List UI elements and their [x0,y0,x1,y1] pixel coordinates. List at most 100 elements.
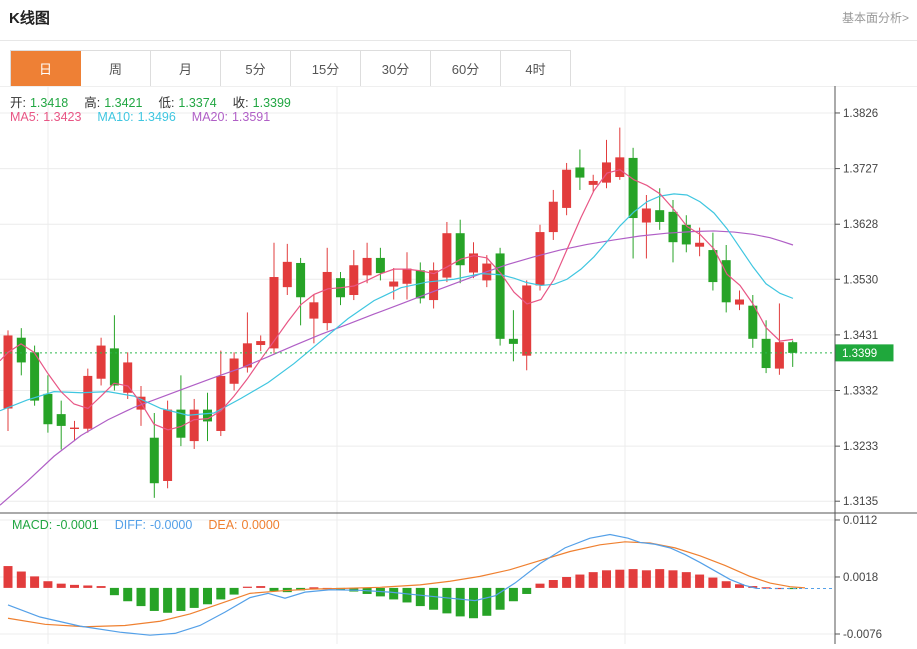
macd-bar [761,587,771,589]
candle-body [708,250,718,283]
legend-item: 开: 1.3418 [10,96,69,110]
macd-bar [402,587,412,603]
chart-area[interactable]: 1.3826 1.3727 1.3628 1.3530 1.3431 1.3332 1.32… [0,86,917,644]
macd-bar [203,587,212,605]
macd-bar [788,587,798,590]
macd-bar [189,587,199,608]
candle-body [3,335,13,409]
candle-body [216,375,226,431]
macd-bar [242,586,252,588]
tab-underline [0,86,917,87]
candle-body [548,201,558,233]
macd-bar [109,587,119,596]
macd-bar [415,587,425,607]
macd-legend: MACD: -0.0001 DIFF: -0.0000 DEA: 0.0000 [12,518,296,532]
candle-body [721,260,731,303]
page-title: K线图 [9,10,50,27]
tab-日[interactable]: 日 [11,51,81,87]
tab-30分[interactable]: 30分 [361,51,431,87]
candle-body [628,157,638,219]
ma5-line [0,169,794,431]
candle-body [695,242,705,247]
candle-body [588,180,598,185]
candle-body [562,169,572,208]
axis-tick-label: 1.3530 [843,274,878,286]
legend-item: MA10: 1.3496 [97,110,176,124]
axis-tick-label: 1.3727 [843,164,878,176]
candle-body [30,352,40,401]
tab-5分[interactable]: 5分 [221,51,291,87]
macd-bar [30,576,40,588]
macd-bar [548,580,558,588]
macd-bar [216,587,226,600]
macd-bar [123,587,133,602]
legend-item: 低: 1.3374 [158,96,217,110]
axis-tick-label: 0.0112 [843,515,877,527]
candle-body [655,210,665,222]
candle-body [282,261,292,288]
macd-bar [681,572,691,588]
candle-body [788,342,798,353]
candle-body [203,409,212,422]
ma20-line [0,230,794,506]
macd-bar [522,587,532,594]
candle-body [163,409,173,481]
candle-body [681,224,691,245]
tab-15分[interactable]: 15分 [291,51,361,87]
candle-body [668,211,678,243]
macd-bar [56,583,66,588]
candle-body [602,162,611,183]
candle-body [774,342,784,369]
fundamental-analysis-link[interactable]: 基本面分析> [841,11,909,25]
macd-bar [535,583,545,588]
candle-body [402,268,412,284]
price-badge-label: 1.3399 [842,348,877,360]
axis-tick-label: 1.3628 [843,219,878,231]
axis-tick-label: 1.3826 [843,108,878,120]
macd-bar [176,587,186,611]
tab-月[interactable]: 月 [151,51,221,87]
candle-body [641,208,651,223]
candle-body [535,232,545,286]
macd-bar [668,570,678,588]
candle-body [455,233,465,266]
macd-bar [469,587,478,619]
candle-body [415,270,425,299]
macd-bar [495,587,505,610]
macd-bar [163,587,173,613]
macd-bar [721,581,731,588]
macd-bar [442,587,452,614]
macd-bar [774,587,784,590]
macd-bar [641,570,651,588]
tab-60分[interactable]: 60分 [431,51,501,87]
candle-body [495,253,505,339]
header-divider [0,40,917,41]
candle-body [96,345,106,379]
axis-tick-label: 0.0018 [843,572,878,584]
candle-body [508,338,518,344]
macd-bar [575,574,585,588]
macd-bar [588,572,598,588]
candle-body [189,409,199,442]
axis-tick-label: 1.3135 [843,496,878,508]
legend-item: DIFF: -0.0000 [114,518,193,532]
macd-bar [70,584,79,588]
ohlc-legend: 开: 1.3418 高: 1.3421 低: 1.3374 收: 1.3399 [10,92,307,111]
tab-周[interactable]: 周 [81,51,151,87]
kline-chart[interactable]: 1.3826 1.3727 1.3628 1.3530 1.3431 1.3332 1.32… [0,86,917,644]
macd-bar [735,584,744,588]
macd-bar [602,570,611,588]
ma-legend: MA5: 1.3423 MA10: 1.3496 MA20: 1.3591 [10,110,286,124]
macd-bar [708,577,718,588]
macd-bar [83,585,93,588]
legend-item: MA5: 1.3423 [10,110,82,124]
candle-body [375,257,385,274]
macd-bar [695,574,705,588]
candle-body [56,414,66,426]
candle-body [70,427,79,429]
candle-body [615,157,625,178]
tab-4时[interactable]: 4时 [501,51,571,87]
candle-body [269,277,279,349]
macd-bar [615,569,625,588]
